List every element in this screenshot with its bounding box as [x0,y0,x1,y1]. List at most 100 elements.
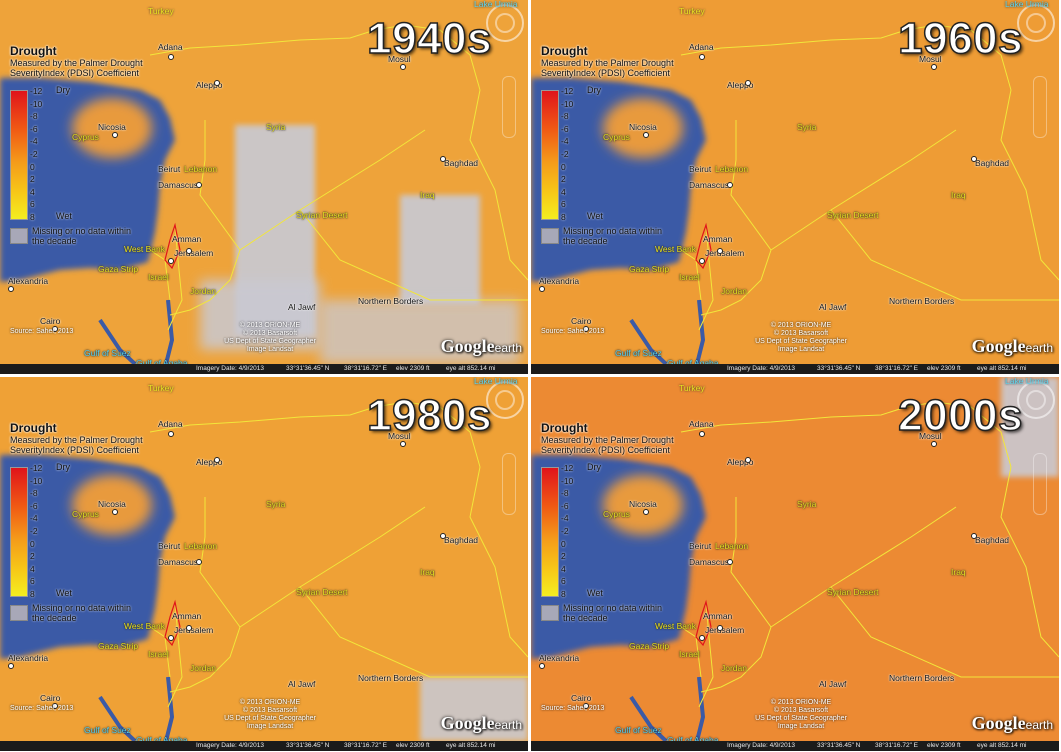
label-al-jawf[interactable]: Al Jawf [819,302,847,312]
city-marker-icon[interactable] [112,132,118,138]
city-marker-icon[interactable] [196,559,202,565]
label-gulf-suez[interactable]: Gulf of Suez [84,348,131,358]
label-amman[interactable]: Amman [703,234,733,244]
city-marker-icon[interactable] [583,703,589,709]
label-gulf-suez[interactable]: Gulf of Suez [615,348,662,358]
label-gulf-aqaba[interactable]: Gulf of Aqaba [136,735,188,745]
label-cairo[interactable]: Cairo [40,693,61,703]
label-aleppo[interactable]: Aleppo [196,80,223,90]
label-jordan[interactable]: Jordan [721,663,747,673]
label-northern-borders[interactable]: Northern Borders [358,673,424,683]
zoom-slider[interactable] [502,76,516,138]
city-marker-icon[interactable] [539,663,545,669]
label-syrian-desert[interactable]: Syrian Desert [296,587,348,597]
label-jordan[interactable]: Jordan [190,663,216,673]
label-syrian-desert[interactable]: Syrian Desert [827,587,879,597]
label-syria[interactable]: Syria [797,122,817,132]
city-marker-icon[interactable] [727,182,733,188]
label-israel[interactable]: Israel [148,272,169,282]
label-baghdad[interactable]: Baghdad [444,535,479,545]
city-marker-icon[interactable] [745,80,751,86]
label-baghdad[interactable]: Baghdad [444,158,479,168]
label-syria[interactable]: Syria [797,499,817,509]
label-damascus[interactable]: Damascus [689,180,730,190]
label-jordan[interactable]: Jordan [190,286,216,296]
label-amman[interactable]: Amman [172,611,202,621]
city-marker-icon[interactable] [186,625,192,631]
label-cyprus[interactable]: Cyprus [603,509,630,519]
label-gulf-aqaba[interactable]: Gulf of Aqaba [136,358,188,368]
label-amman[interactable]: Amman [172,234,202,244]
label-nicosia[interactable]: Nicosia [629,499,657,509]
label-northern-borders[interactable]: Northern Borders [358,296,424,306]
label-adana[interactable]: Adana [689,42,714,52]
label-west-bank[interactable]: West Bank [124,244,165,254]
label-beirut[interactable]: Beirut [689,541,712,551]
label-syrian-desert[interactable]: Syrian Desert [827,210,879,220]
label-northern-borders[interactable]: Northern Borders [889,296,955,306]
city-marker-icon[interactable] [699,258,705,264]
map-canvas[interactable] [531,377,1059,751]
city-marker-icon[interactable] [699,54,705,60]
zoom-slider[interactable] [502,453,516,515]
label-amman[interactable]: Amman [703,611,733,621]
city-marker-icon[interactable] [971,533,977,539]
label-cairo[interactable]: Cairo [571,316,592,326]
map-panel-2000s[interactable]: 2000s Drought Measured by the Palmer Dro… [531,377,1059,751]
city-marker-icon[interactable] [643,509,649,515]
city-marker-icon[interactable] [745,457,751,463]
label-gaza-strip[interactable]: Gaza Strip [629,264,670,274]
label-west-bank[interactable]: West Bank [655,621,696,631]
city-marker-icon[interactable] [168,635,174,641]
label-cairo[interactable]: Cairo [571,693,592,703]
city-marker-icon[interactable] [643,132,649,138]
label-gulf-aqaba[interactable]: Gulf of Aqaba [667,735,719,745]
label-turkey[interactable]: Turkey [148,6,174,16]
label-israel[interactable]: Israel [148,649,169,659]
label-gulf-aqaba[interactable]: Gulf of Aqaba [667,358,719,368]
label-nicosia[interactable]: Nicosia [629,122,657,132]
city-marker-icon[interactable] [440,533,446,539]
label-baghdad[interactable]: Baghdad [975,158,1010,168]
city-marker-icon[interactable] [717,248,723,254]
city-marker-icon[interactable] [539,286,545,292]
label-aleppo[interactable]: Aleppo [727,80,754,90]
label-alexandria[interactable]: Alexandria [539,276,580,286]
city-marker-icon[interactable] [699,635,705,641]
label-gaza-strip[interactable]: Gaza Strip [98,641,139,651]
label-israel[interactable]: Israel [679,272,700,282]
city-marker-icon[interactable] [717,625,723,631]
label-gulf-suez[interactable]: Gulf of Suez [84,725,131,735]
label-iraq[interactable]: Iraq [420,190,435,200]
label-lebanon[interactable]: Lebanon [184,541,218,551]
label-turkey[interactable]: Turkey [679,6,705,16]
label-adana[interactable]: Adana [158,419,183,429]
city-marker-icon[interactable] [931,64,937,70]
label-cairo[interactable]: Cairo [40,316,61,326]
label-beirut[interactable]: Beirut [158,541,181,551]
label-syria[interactable]: Syria [266,499,286,509]
city-marker-icon[interactable] [931,441,937,447]
label-gaza-strip[interactable]: Gaza Strip [629,641,670,651]
label-lake-urmia[interactable]: Lake Urmia [474,0,518,9]
compass-navigation-icon[interactable] [1017,4,1055,42]
city-marker-icon[interactable] [971,156,977,162]
label-nicosia[interactable]: Nicosia [98,499,126,509]
zoom-slider[interactable] [1033,453,1047,515]
compass-navigation-icon[interactable] [486,381,524,419]
map-panel-1980s[interactable]: 1980s Drought Measured by the Palmer Dro… [0,377,528,751]
label-jerusalem[interactable]: Jerusalem [174,248,214,258]
label-aleppo[interactable]: Aleppo [727,457,754,467]
city-marker-icon[interactable] [699,431,705,437]
label-lebanon[interactable]: Lebanon [184,164,218,174]
label-al-jawf[interactable]: Al Jawf [288,679,316,689]
city-marker-icon[interactable] [8,663,14,669]
label-al-jawf[interactable]: Al Jawf [819,679,847,689]
label-lebanon[interactable]: Lebanon [715,541,749,551]
label-adana[interactable]: Adana [689,419,714,429]
label-baghdad[interactable]: Baghdad [975,535,1010,545]
label-turkey[interactable]: Turkey [679,383,705,393]
label-israel[interactable]: Israel [679,649,700,659]
label-beirut[interactable]: Beirut [158,164,181,174]
city-marker-icon[interactable] [400,441,406,447]
